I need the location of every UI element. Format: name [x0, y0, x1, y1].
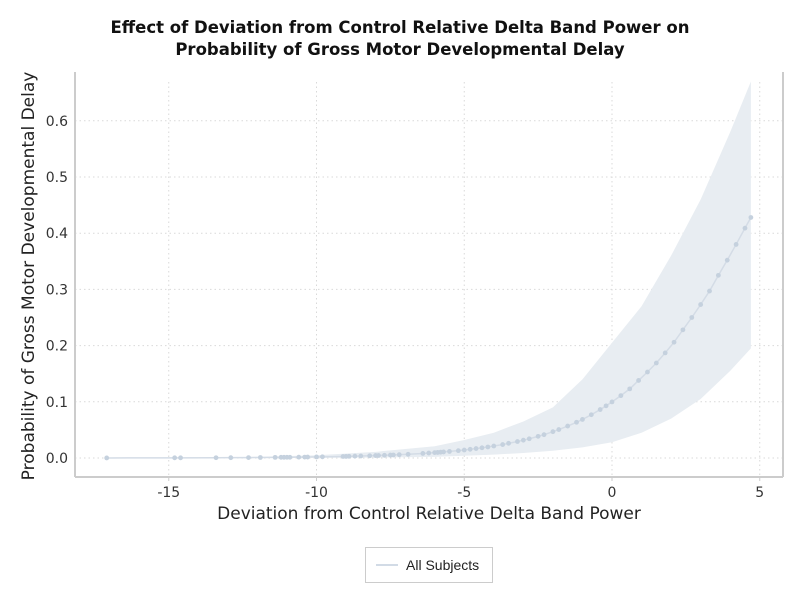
y-axis-label: Probability of Gross Motor Developmental… — [19, 72, 39, 481]
y-tick-label: 0.0 — [46, 451, 68, 467]
data-point — [627, 386, 633, 392]
data-point — [680, 327, 686, 333]
data-point — [296, 454, 302, 460]
x-tick-label: 0 — [608, 485, 617, 501]
data-point — [671, 339, 677, 345]
data-point — [314, 454, 319, 460]
legend-label: All Subjects — [406, 557, 480, 573]
data-point — [535, 433, 541, 439]
data-point — [500, 442, 506, 447]
data-point — [420, 451, 426, 456]
x-tick-label: -15 — [157, 485, 180, 501]
data-point — [272, 454, 278, 460]
data-point — [724, 257, 730, 263]
data-point — [441, 449, 446, 455]
data-point — [228, 455, 234, 461]
series-line — [106, 217, 752, 459]
y-tick-label: 0.2 — [46, 339, 68, 355]
data-point — [479, 445, 485, 451]
data-point — [645, 369, 650, 375]
data-point — [597, 407, 603, 412]
data-point — [588, 412, 594, 418]
data-point — [346, 453, 352, 459]
data-point — [715, 272, 721, 278]
data-point — [689, 315, 695, 320]
data-point — [733, 242, 739, 247]
x-tick-label: 5 — [755, 485, 764, 501]
y-tick-label: 0.1 — [46, 395, 68, 411]
y-tick-label: 0.6 — [46, 114, 68, 130]
data-point — [172, 455, 178, 461]
data-point — [515, 439, 520, 444]
data-point — [405, 451, 411, 457]
legend-swatch — [376, 564, 398, 566]
data-point — [390, 452, 396, 458]
data-point — [257, 455, 263, 460]
data-point — [742, 225, 748, 231]
data-point — [358, 453, 364, 459]
x-tick-label: -5 — [457, 485, 471, 501]
data-point — [382, 452, 387, 458]
legend: All Subjects — [365, 547, 493, 583]
data-point — [526, 436, 532, 442]
data-point — [603, 403, 609, 409]
data-point — [520, 437, 526, 443]
data-point — [707, 288, 712, 294]
data-point — [467, 446, 473, 452]
data-point — [305, 454, 311, 460]
y-tick-label: 0.4 — [46, 226, 68, 242]
data-point — [653, 360, 659, 366]
data-point — [618, 393, 624, 399]
data-point — [320, 454, 325, 460]
data-point — [609, 399, 615, 405]
data-point — [426, 450, 432, 456]
data-point — [698, 302, 704, 307]
data-point — [485, 444, 491, 450]
y-tick-label: 0.5 — [46, 170, 68, 186]
data-point — [556, 427, 562, 432]
chart-title-line2: Probability of Gross Motor Developmental… — [175, 40, 625, 59]
confidence-band — [106, 81, 751, 459]
data-point — [213, 455, 219, 461]
data-point — [376, 453, 381, 458]
data-point — [748, 215, 754, 220]
data-point — [447, 449, 452, 454]
x-tick-label: -10 — [305, 485, 328, 501]
chart-title-line1: Effect of Deviation from Control Relativ… — [110, 18, 690, 37]
chart-title: Effect of Deviation from Control Relativ… — [0, 17, 800, 61]
data-point — [636, 378, 641, 383]
data-point — [574, 419, 579, 425]
y-tick-label: 0.3 — [46, 282, 68, 298]
data-point — [178, 455, 183, 461]
data-point — [662, 350, 668, 356]
data-point — [550, 429, 556, 435]
data-point — [352, 453, 358, 459]
data-point — [491, 443, 497, 449]
data-point — [506, 440, 511, 446]
x-axis-label: Deviation from Control Relative Delta Ba… — [217, 504, 641, 524]
data-point — [396, 452, 402, 458]
data-point — [541, 432, 547, 438]
data-point — [580, 417, 585, 422]
data-point — [565, 423, 571, 429]
data-point — [461, 447, 467, 453]
data-point — [246, 455, 251, 461]
data-point — [473, 446, 479, 451]
data-point — [104, 455, 110, 461]
data-point — [455, 448, 461, 454]
data-point — [287, 454, 293, 460]
data-point — [367, 453, 373, 459]
